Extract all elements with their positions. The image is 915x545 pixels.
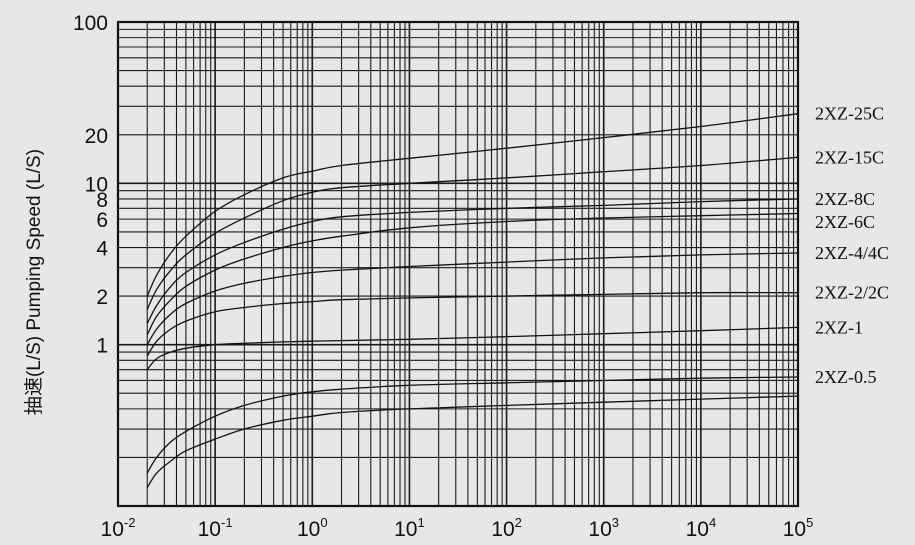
series-label: 2XZ-1 bbox=[815, 317, 863, 337]
y-tick-label: 4 bbox=[96, 238, 108, 261]
series-label: 2XZ-4/4C bbox=[815, 243, 889, 263]
x-tick-label: 10-1 bbox=[198, 515, 233, 541]
series-line-2xz-0-5 bbox=[146, 376, 799, 474]
x-tick-label: 10-2 bbox=[101, 515, 136, 541]
series-line-unlabeled-8 bbox=[146, 395, 799, 488]
series-line-2xz-2-2c bbox=[146, 291, 799, 357]
series-label: 2XZ-8C bbox=[815, 189, 875, 209]
series-label: 2XZ-0.5 bbox=[815, 367, 877, 387]
y-tick-label: 100 bbox=[73, 12, 108, 35]
series-labels: 2XZ-25C 2XZ-15C 2XZ-8C 2XZ-6C 2XZ-4/4C 2XZ-2/… bbox=[815, 104, 889, 387]
series-lines bbox=[146, 113, 799, 488]
y-tick-label: 8 bbox=[96, 189, 108, 212]
y-axis-label: 抽速(L/S) Pumping Speed (L/S) bbox=[23, 149, 45, 415]
y-tick-label: 20 bbox=[85, 125, 108, 148]
series-line-2xz-1 bbox=[146, 326, 799, 371]
series-line-2xz-8c bbox=[146, 198, 799, 324]
series-line-2xz-4-4c bbox=[146, 252, 799, 346]
x-tick-label: 101 bbox=[394, 515, 425, 541]
x-tick-labels: 10-2 10-1 100 101 102 103 104 105 bbox=[101, 515, 814, 541]
y-tick-label: 2 bbox=[96, 286, 108, 309]
plot-border bbox=[116, 20, 800, 508]
series-line-2xz-6c bbox=[146, 212, 799, 336]
plot-frame bbox=[116, 20, 800, 508]
x-tick-label: 102 bbox=[491, 515, 522, 541]
series-line-2xz-25c bbox=[146, 113, 799, 297]
x-tick-label: 103 bbox=[588, 515, 619, 541]
y-tick-label: 6 bbox=[96, 209, 108, 232]
series-label: 2XZ-15C bbox=[815, 147, 884, 167]
series-label: 2XZ-2/2C bbox=[815, 283, 889, 303]
series-label: 2XZ-6C bbox=[815, 212, 875, 232]
grid bbox=[117, 21, 799, 507]
y-tick-label: 10 bbox=[85, 173, 108, 196]
series-line-2xz-15c bbox=[146, 156, 799, 310]
y-tick-label: 1 bbox=[96, 335, 108, 358]
series-label: 2XZ-25C bbox=[815, 104, 884, 124]
x-tick-label: 100 bbox=[297, 515, 328, 541]
x-tick-label: 105 bbox=[783, 515, 814, 541]
x-tick-label: 104 bbox=[686, 515, 717, 541]
